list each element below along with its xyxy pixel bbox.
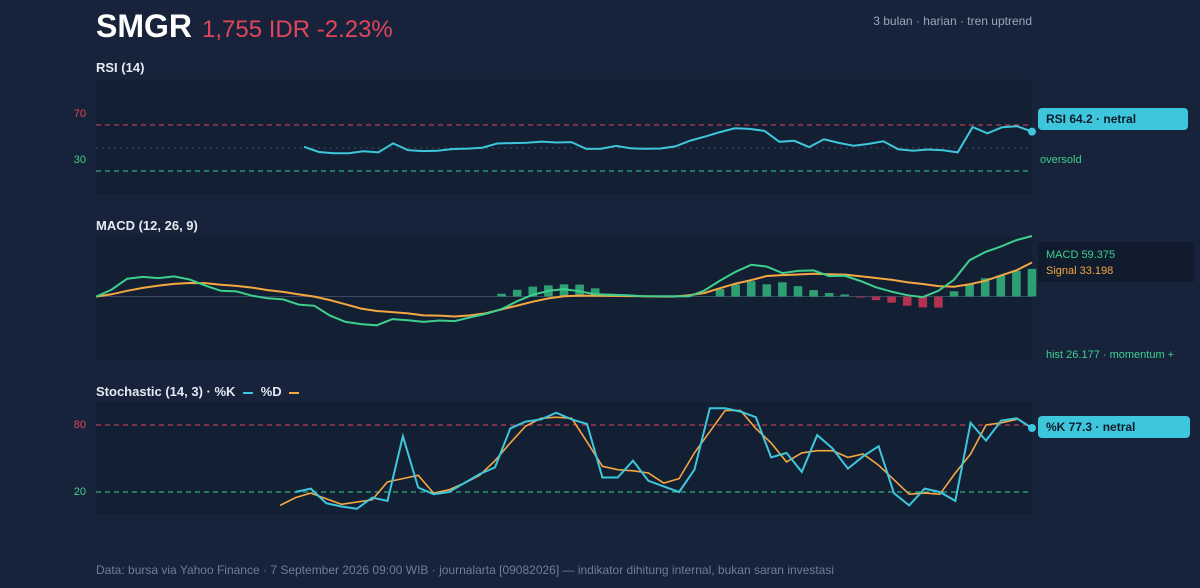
macd-hist-bar (980, 278, 990, 297)
footer-note: Data: bursa via Yahoo Finance · 7 Septem… (96, 563, 834, 577)
macd-hist-bar (715, 289, 725, 297)
stoch-title-text: Stochastic (14, 3) · %K (96, 384, 236, 399)
macd-hist-bar (528, 286, 538, 297)
macd-hist-bar (856, 296, 865, 298)
d-legend-label: %D (260, 384, 282, 399)
rsi-badge (1038, 108, 1188, 130)
macd-histogram (497, 268, 1037, 308)
macd-hist-bar (902, 296, 912, 306)
rsi-oversold-label: oversold (1040, 154, 1082, 166)
macd-title: MACD (12, 26, 9) (96, 218, 198, 233)
d-legend-swatch (289, 391, 300, 394)
macd-hist-bar (949, 291, 959, 297)
macd-hist-bar (809, 290, 818, 297)
macd-hist-bar (840, 294, 850, 297)
rsi-title: RSI (14) (96, 60, 145, 75)
rsi-last-point (1028, 127, 1036, 136)
macd-panel: MACD 59.375 Signal 33.198 hist 26.177 · … (95, 235, 1194, 361)
signal-value-label: Signal 33.198 (1046, 265, 1113, 277)
macd-hist-bar (996, 275, 1006, 297)
macd-value-box (1038, 242, 1194, 282)
macd-hist-bar (824, 293, 834, 297)
k-last-point (1028, 424, 1036, 433)
hist-value-label: hist 26.177 · momentum + (1046, 349, 1174, 361)
stoch-badge (1038, 416, 1190, 438)
stoch-panel: 80 20 %K 77.3 · netral (74, 402, 1190, 514)
chart-header: SMGR 1,755 IDR -2.23% (96, 8, 393, 48)
k-line (295, 407, 1033, 510)
macd-hist-bar (918, 296, 928, 308)
rsi-line (303, 125, 1033, 155)
rsi-panel-bg (96, 79, 1032, 194)
ticker-symbol: SMGR (96, 8, 192, 44)
macd-hist-bar (590, 288, 600, 297)
macd-hist-bar (965, 284, 974, 297)
stoch-tick-20: 20 (74, 486, 86, 498)
rsi-tick-70: 70 (74, 108, 86, 120)
macd-hist-bar (887, 296, 896, 303)
price-change: 1,755 IDR -2.23% (202, 16, 393, 43)
k-legend-swatch (243, 391, 254, 394)
stoch-tick-80: 80 (74, 419, 86, 431)
macd-hist-bar (871, 296, 881, 301)
macd-hist-bar (1027, 268, 1037, 297)
macd-hist-bar (762, 284, 772, 297)
macd-line (95, 235, 1033, 327)
rsi-badge-text: RSI 64.2 · netral (1046, 112, 1136, 126)
macd-hist-bar (793, 286, 803, 297)
macd-hist-bar (497, 293, 506, 297)
d-line (279, 409, 1017, 507)
chart-meta: 3 bulan · harian · tren uptrend (873, 14, 1032, 28)
macd-hist-bar (1012, 270, 1021, 297)
signal-line (95, 261, 1033, 318)
macd-hist-bar (731, 284, 740, 297)
macd-hist-bar (559, 284, 569, 297)
macd-hist-bar (934, 296, 943, 308)
macd-hist-bar (746, 281, 756, 297)
stoch-badge-text: %K 77.3 · netral (1046, 420, 1135, 434)
macd-value-label: MACD 59.375 (1046, 249, 1115, 261)
macd-hist-bar (512, 289, 522, 297)
macd-hist-bar (778, 282, 787, 297)
stoch-title: Stochastic (14, 3) · %K %D (96, 384, 303, 399)
rsi-tick-30: 30 (74, 154, 86, 166)
stoch-panel-bg (96, 402, 1032, 514)
rsi-panel: 70 30 oversold RSI 64.2 · netral (74, 79, 1188, 194)
